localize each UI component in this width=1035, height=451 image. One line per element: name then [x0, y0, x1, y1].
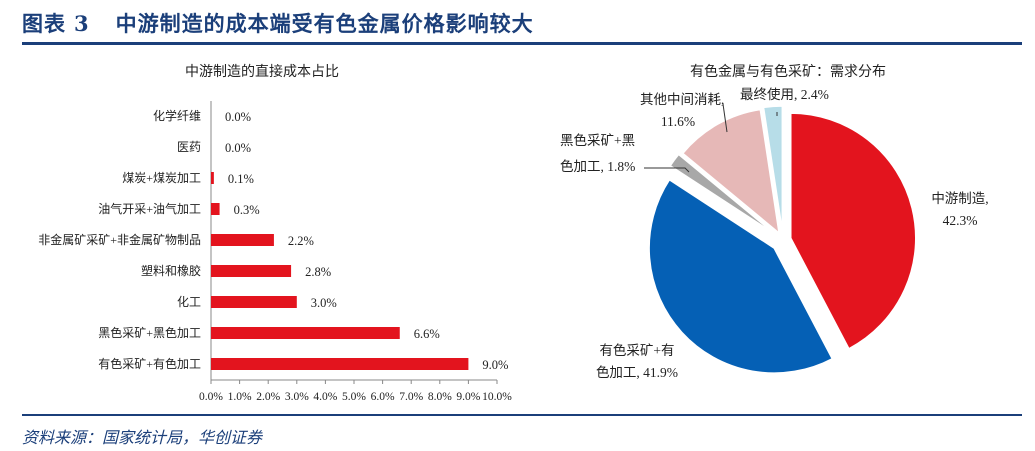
x-tick-label: 2.0% [256, 391, 280, 403]
x-tick-label: 0.0% [199, 391, 223, 403]
x-tick-label: 7.0% [399, 391, 423, 403]
x-tick-label: 1.0% [228, 391, 252, 403]
figure-title: 图表 3 中游制造的成本端受有色金属价格影响较大 [22, 8, 534, 38]
bar-category-label: 非金属矿采矿+非金属矿物制品 [38, 232, 201, 247]
bar [211, 327, 400, 339]
figure-number: 3 [74, 11, 90, 36]
pie-label: 黑色采矿+黑 [560, 132, 635, 148]
pie-slice [762, 105, 784, 232]
pie-label: 有色采矿+有 [599, 342, 674, 358]
pie-slice [681, 108, 781, 235]
bar [211, 358, 469, 370]
bar-data-label: 3.0% [311, 296, 337, 310]
figure-label: 图表 [22, 11, 66, 36]
bar-data-label: 2.8% [305, 265, 331, 279]
bar-category-label: 化工 [177, 295, 201, 309]
pie-label: 最终使用, 2.4% [740, 86, 829, 102]
figure-title-text: 中游制造的成本端受有色金属价格影响较大 [115, 11, 534, 36]
bar-category-label: 黑色采矿+黑色加工 [98, 326, 201, 340]
bar-data-label: 0.3% [234, 203, 260, 217]
bar-data-label: 0.0% [225, 141, 251, 155]
bar-data-label: 0.1% [228, 172, 254, 186]
pie-label: 42.3% [943, 213, 978, 228]
pie-label: 中游制造, [931, 191, 988, 206]
x-tick-label: 9.0% [456, 391, 480, 403]
x-tick-label: 3.0% [285, 391, 309, 403]
bar-category-label: 塑料和橡胶 [141, 263, 201, 278]
top-rule [22, 42, 1022, 45]
x-tick-label: 4.0% [313, 391, 337, 403]
bar-category-label: 化学纤维 [153, 108, 201, 123]
x-tick-label: 6.0% [371, 391, 395, 403]
pie-label: 11.6% [661, 114, 695, 129]
bar [211, 203, 220, 215]
bar-chart-title: 中游制造的直接成本占比 [185, 63, 339, 80]
bar [211, 265, 292, 277]
bar-data-label: 6.6% [414, 327, 440, 341]
bar-data-label: 0.0% [225, 110, 251, 124]
bottom-rule [22, 414, 1022, 416]
leader-line [722, 103, 728, 133]
x-tick-label: 5.0% [342, 391, 366, 403]
pie-slice [648, 178, 834, 374]
bar-data-label: 2.2% [288, 234, 314, 248]
bar-data-label: 9.0% [482, 358, 508, 372]
leader-line [644, 167, 690, 173]
bar-category-label: 有色采矿+有色加工 [98, 357, 201, 371]
pie-chart-title: 有色金属与有色采矿：需求分布 [690, 63, 886, 80]
pie-label: 色加工, 1.8% [560, 158, 635, 174]
bar-category-label: 油气开采+油气加工 [98, 201, 201, 216]
x-tick-label: 10.0% [482, 391, 512, 403]
bar-category-label: 医药 [177, 140, 201, 154]
pie-slice [790, 112, 917, 350]
pie-label: 其他中间消耗, [640, 92, 724, 107]
bar [211, 172, 214, 184]
bar [211, 234, 274, 246]
x-tick-label: 8.0% [428, 391, 452, 403]
bar [211, 296, 297, 308]
pie-label: 色加工, 41.9% [596, 364, 678, 380]
source-note: 资料来源：国家统计局，华创证券 [22, 428, 263, 447]
bar-category-label: 煤炭+煤炭加工 [122, 171, 201, 185]
pie-slice [669, 153, 776, 235]
